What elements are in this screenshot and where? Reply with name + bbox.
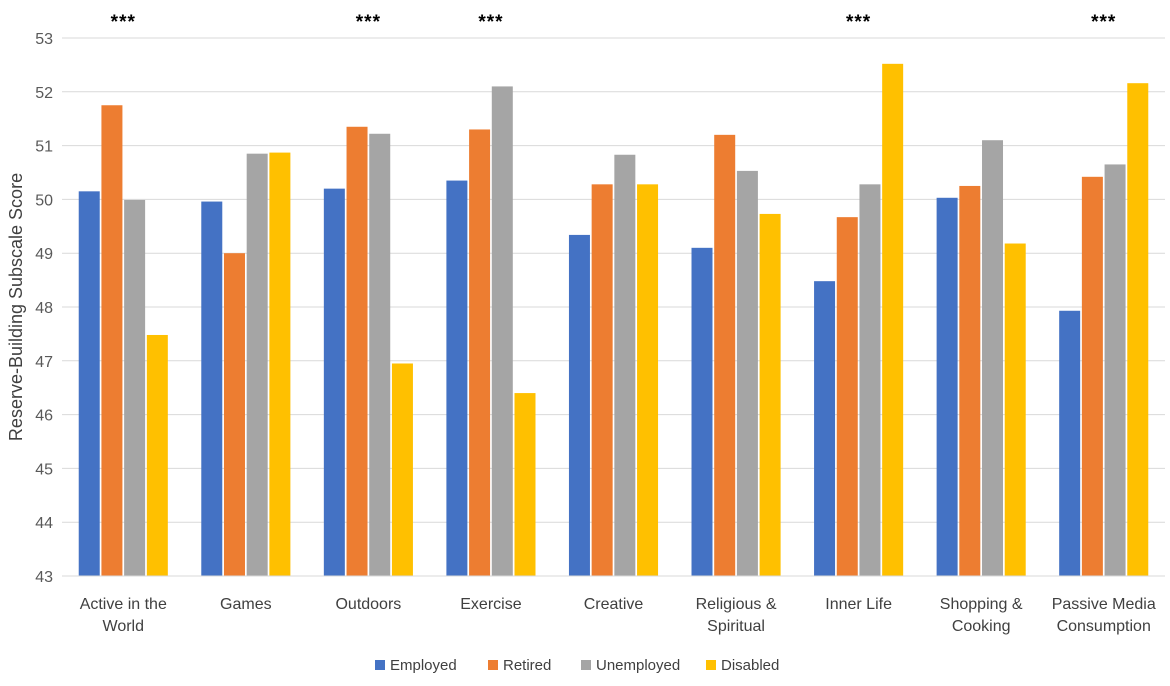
bar-employed <box>323 188 345 576</box>
significance-marker: *** <box>478 12 503 33</box>
x-category-label: Active in the <box>80 596 167 613</box>
y-tick-label: 45 <box>35 461 53 478</box>
bar-unemployed <box>859 184 881 576</box>
bar-unemployed <box>124 199 146 577</box>
bar-disabled <box>146 334 168 576</box>
bar-disabled <box>882 63 904 577</box>
bar-unemployed <box>1104 164 1126 576</box>
x-category-label: Games <box>220 596 272 613</box>
x-category-label: Outdoors <box>335 596 401 613</box>
x-category-label: Cooking <box>952 618 1011 635</box>
significance-marker: *** <box>356 12 381 33</box>
legend-swatch-retired <box>488 660 498 670</box>
legend-label: Retired <box>503 657 551 674</box>
y-axis-label: Reserve-Building Subscale Score <box>6 173 26 441</box>
legend-swatch-employed <box>375 660 385 670</box>
bar-unemployed <box>491 86 513 577</box>
bar-retired <box>1081 176 1103 576</box>
y-tick-label: 47 <box>35 354 53 371</box>
y-tick-label: 51 <box>35 139 53 156</box>
bar-employed <box>1059 310 1081 576</box>
bar-employed <box>201 201 223 576</box>
bar-employed <box>78 191 100 576</box>
bar-disabled <box>391 363 413 576</box>
x-axis-categories: Active in the World Games Outdoors Exercise C… <box>80 596 1156 635</box>
significance-marker: *** <box>111 12 136 33</box>
bar-unemployed <box>614 154 636 576</box>
y-tick-label: 53 <box>35 31 53 48</box>
significance-marker: *** <box>1091 12 1116 33</box>
x-category-label: Religious & <box>696 596 777 613</box>
bar-unemployed <box>982 140 1004 576</box>
bar-retired <box>959 185 981 576</box>
bar-employed <box>446 180 468 576</box>
bar-disabled <box>514 393 536 576</box>
bar-unemployed <box>246 153 268 577</box>
bar-retired <box>836 217 858 577</box>
x-category-label: Spiritual <box>707 618 765 635</box>
bar-employed <box>814 281 836 576</box>
bar-disabled <box>1004 243 1026 577</box>
y-tick-label: 46 <box>35 408 53 425</box>
y-axis-ticks: 43 44 45 46 47 48 49 50 51 52 53 <box>35 31 53 586</box>
x-category-label: Passive Media <box>1052 596 1156 613</box>
bar-employed <box>691 247 713 576</box>
y-tick-label: 48 <box>35 300 53 317</box>
legend-swatch-disabled <box>706 660 716 670</box>
bar-retired <box>714 134 736 576</box>
bar-retired <box>223 253 245 576</box>
bar-retired <box>469 129 491 576</box>
bar-disabled <box>759 213 781 576</box>
x-category-label: Creative <box>584 596 644 613</box>
bar-unemployed <box>736 170 758 577</box>
legend-label: Unemployed <box>596 657 680 674</box>
bar-retired <box>101 105 123 576</box>
gridlines <box>62 37 1165 523</box>
y-tick-label: 49 <box>35 246 53 263</box>
bars <box>78 63 1149 577</box>
bar-employed <box>936 197 958 576</box>
x-category-label: Exercise <box>460 596 521 613</box>
x-category-label: Shopping & <box>940 596 1023 613</box>
x-category-label: Inner Life <box>825 596 892 613</box>
y-tick-label: 44 <box>35 515 53 532</box>
y-tick-label: 43 <box>35 569 53 586</box>
legend: Employed Retired Unemployed Disabled <box>375 657 779 674</box>
bar-disabled <box>1127 83 1149 576</box>
x-category-label: Consumption <box>1057 618 1151 635</box>
bar-retired <box>591 184 613 576</box>
y-tick-label: 50 <box>35 192 53 209</box>
bar-disabled <box>269 152 291 576</box>
y-tick-label: 52 <box>35 85 53 102</box>
bar-disabled <box>637 184 659 576</box>
bar-unemployed <box>369 133 391 576</box>
legend-swatch-unemployed <box>581 660 591 670</box>
bar-retired <box>346 126 368 577</box>
significance-marker: *** <box>846 12 871 33</box>
bar-employed <box>568 234 590 576</box>
significance-markers: *** *** *** *** *** <box>111 12 1116 33</box>
legend-label: Employed <box>390 657 457 674</box>
x-category-label: World <box>103 618 145 635</box>
legend-label: Disabled <box>721 657 779 674</box>
